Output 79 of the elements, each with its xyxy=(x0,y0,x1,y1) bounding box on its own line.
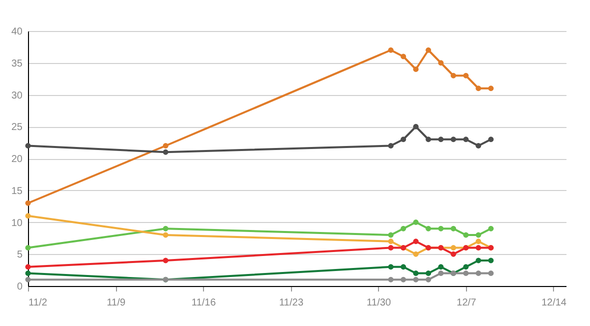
point xyxy=(476,143,482,148)
x-tick-label: 11/23 xyxy=(279,298,304,308)
point xyxy=(388,264,394,270)
point xyxy=(413,251,419,257)
point xyxy=(413,276,419,282)
x-tick-label: 11/2 xyxy=(28,298,48,308)
point xyxy=(400,264,406,270)
point xyxy=(463,232,469,238)
point xyxy=(450,245,456,250)
y-tick-label: 0 xyxy=(16,282,23,292)
y-tick-label: 15 xyxy=(11,186,23,197)
point xyxy=(450,136,456,142)
point xyxy=(413,220,419,225)
point xyxy=(463,72,469,78)
point xyxy=(162,226,168,232)
point xyxy=(25,143,31,148)
point xyxy=(450,251,456,257)
point xyxy=(25,270,31,276)
point xyxy=(488,86,494,92)
point xyxy=(438,226,444,232)
point xyxy=(25,200,31,206)
point xyxy=(25,276,31,282)
point xyxy=(25,213,31,219)
point xyxy=(400,136,406,142)
x-tick-label: 11/16 xyxy=(192,298,216,308)
point xyxy=(438,264,444,270)
y-tick-label: 40 xyxy=(11,26,23,38)
point xyxy=(426,226,432,232)
point xyxy=(488,258,494,264)
point xyxy=(476,270,482,276)
point xyxy=(25,245,31,250)
point xyxy=(438,270,444,276)
y-tick-label: 20 xyxy=(11,154,23,165)
point xyxy=(488,226,494,232)
point xyxy=(450,226,456,232)
point xyxy=(488,136,494,142)
point xyxy=(388,238,394,244)
point xyxy=(162,143,168,148)
point xyxy=(463,264,469,270)
point xyxy=(388,232,394,238)
point xyxy=(476,238,482,244)
point xyxy=(413,66,419,72)
point xyxy=(476,232,482,238)
point xyxy=(488,270,494,276)
y-tick-label: 35 xyxy=(11,58,23,70)
point xyxy=(400,276,406,282)
x-tick-label: 12/7 xyxy=(456,298,477,308)
point xyxy=(463,270,469,276)
point xyxy=(162,149,168,155)
point xyxy=(476,86,482,92)
point xyxy=(413,270,419,276)
point xyxy=(426,270,432,276)
point xyxy=(400,226,406,232)
point xyxy=(162,232,168,238)
point xyxy=(476,258,482,264)
point xyxy=(438,60,444,66)
point xyxy=(438,136,444,142)
point xyxy=(388,276,394,282)
point xyxy=(463,136,469,142)
point xyxy=(476,245,482,250)
point xyxy=(450,72,456,78)
x-tick-label: 11/30 xyxy=(366,298,392,308)
point xyxy=(162,258,168,264)
x-tick-label: 12/14 xyxy=(541,298,567,308)
point xyxy=(25,264,31,270)
point xyxy=(388,245,394,250)
x-tick-label: 11/9 xyxy=(106,298,126,308)
point xyxy=(413,124,419,130)
y-tick-label: 30 xyxy=(11,90,23,102)
point xyxy=(426,276,432,282)
point xyxy=(388,143,394,148)
point xyxy=(413,238,419,244)
y-tick-label: 10 xyxy=(11,218,23,229)
point xyxy=(388,47,394,53)
y-tick-label: 5 xyxy=(16,250,23,261)
y-tick-label: 25 xyxy=(11,122,23,134)
point xyxy=(426,136,432,142)
point xyxy=(400,54,406,60)
point xyxy=(426,47,432,53)
